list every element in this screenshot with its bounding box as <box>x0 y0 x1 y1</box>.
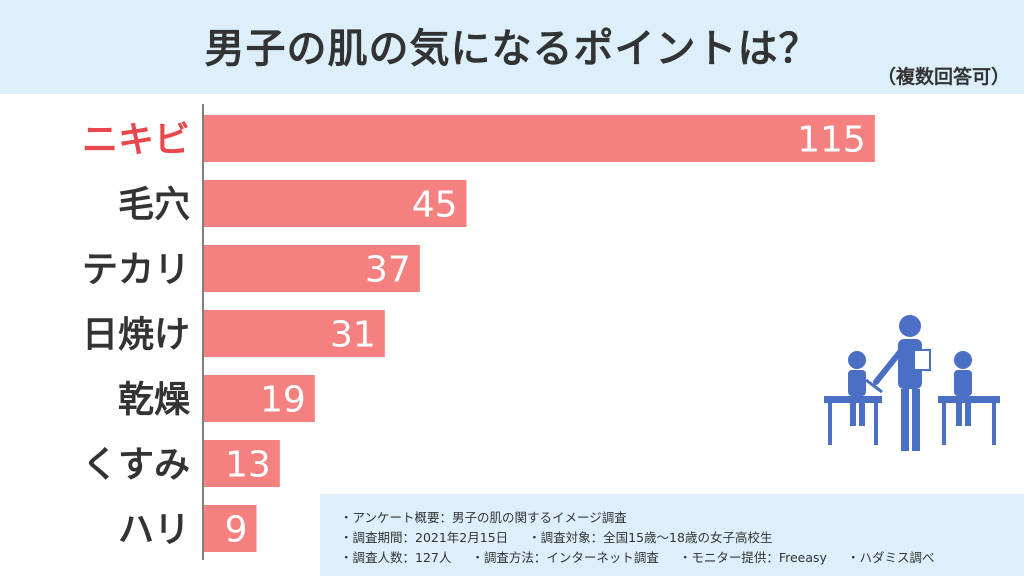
category-label: 乾燥 <box>118 380 191 421</box>
category-label: くすみ <box>82 445 190 486</box>
survey-notes: ・アンケート概要：男子の肌の関するイメージ調査 ・調査期間：2021年2月15日… <box>320 494 1024 576</box>
category-label: 毛穴 <box>118 185 190 226</box>
value-label: 31 <box>330 315 376 356</box>
category-label: ニキビ <box>82 120 190 161</box>
value-label: 13 <box>225 445 271 486</box>
notes-line-1: ・アンケート概要：男子の肌の関するイメージ調査 <box>340 508 1024 528</box>
notes-line-3: ・調査人数：127人 ・調査方法：インターネット調査 ・モニター提供：Freea… <box>340 548 1024 568</box>
category-label: テカリ <box>82 250 190 291</box>
value-label: 9 <box>225 510 248 551</box>
note-item: ・調査人数：127人 <box>340 550 452 565</box>
chart-subtitle: （複数回答可） <box>876 66 1010 88</box>
header-banner: 男子の肌の気になるポイントは？ （複数回答可） <box>0 0 1024 94</box>
notes-line-2: ・調査期間：2021年2月15日 ・調査対象：全国15歳〜18歳の女子高校生 <box>340 528 1024 548</box>
bar-2 <box>204 245 420 292</box>
note-item: ・ハダミス調べ <box>846 550 935 565</box>
note-item: ・アンケート概要：男子の肌の関するイメージ調査 <box>340 510 627 525</box>
note-item: ・調査方法：インターネット調査 <box>471 550 659 565</box>
bar-6 <box>204 505 257 552</box>
value-label: 115 <box>797 120 866 161</box>
value-label: 37 <box>365 250 411 291</box>
note-item: ・調査期間：2021年2月15日 <box>340 530 509 545</box>
bar-3 <box>204 310 385 357</box>
category-label: 日焼け <box>82 315 190 356</box>
bar-1 <box>204 180 467 227</box>
note-item: ・調査対象：全国15歳〜18歳の女子高校生 <box>528 530 773 545</box>
bar-4 <box>204 375 315 422</box>
category-label: ハリ <box>118 510 190 551</box>
classroom-teacher-students-icon <box>824 315 1000 451</box>
note-item: ・モニター提供：Freeasy <box>678 550 827 565</box>
value-label: 19 <box>260 380 306 421</box>
chart-title: 男子の肌の気になるポイントは？ <box>204 26 820 72</box>
value-label: 45 <box>412 185 458 226</box>
bar-5 <box>204 440 280 487</box>
bar-0 <box>204 115 875 162</box>
